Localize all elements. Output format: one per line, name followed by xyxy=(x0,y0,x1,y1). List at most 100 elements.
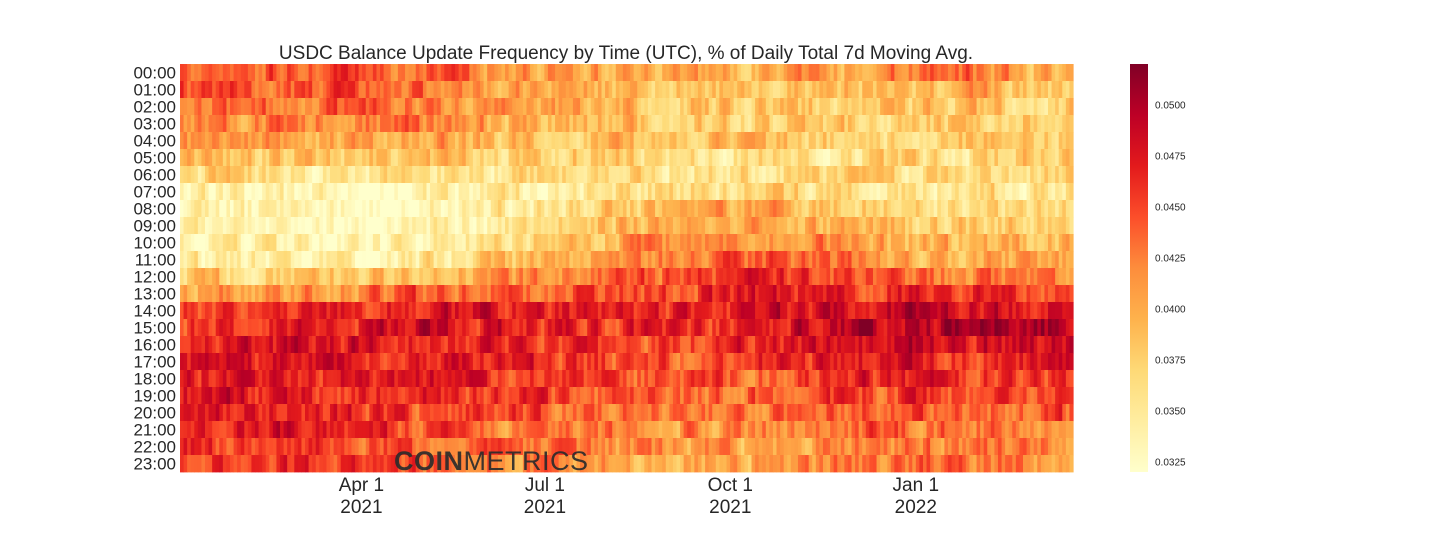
heatmap-cell xyxy=(844,268,849,286)
heatmap-cell xyxy=(1051,149,1056,167)
heatmap-cell xyxy=(933,234,938,252)
heatmap-cell xyxy=(901,98,906,116)
heatmap-cell xyxy=(569,149,574,167)
heatmap-cell xyxy=(776,336,781,354)
heatmap-cell xyxy=(965,319,971,337)
heatmap-cell xyxy=(251,234,256,252)
heatmap-cell xyxy=(1022,234,1028,252)
heatmap-cell xyxy=(962,200,967,218)
heatmap-cell xyxy=(276,183,281,201)
heatmap-cell xyxy=(412,302,417,320)
heatmap-cell xyxy=(597,149,603,167)
heatmap-cell xyxy=(576,200,581,218)
heatmap-cell xyxy=(483,387,488,405)
heatmap-cell xyxy=(1044,353,1049,371)
heatmap-cell xyxy=(376,64,381,82)
heatmap-cell xyxy=(226,217,231,235)
heatmap-cell xyxy=(326,234,331,252)
heatmap-cell xyxy=(897,98,903,116)
heatmap-cell xyxy=(190,336,195,354)
heatmap-cell xyxy=(226,268,231,286)
heatmap-cell xyxy=(630,268,635,286)
heatmap-cell xyxy=(1012,200,1017,218)
heatmap-cell xyxy=(472,132,478,150)
heatmap-cell xyxy=(983,98,988,116)
heatmap-cell xyxy=(651,302,656,320)
heatmap-cell xyxy=(355,149,360,167)
heatmap-cell xyxy=(472,387,478,405)
heatmap-cell xyxy=(705,387,710,405)
heatmap-cell xyxy=(787,166,792,184)
heatmap-cell xyxy=(947,217,953,235)
heatmap-cell xyxy=(387,115,392,133)
heatmap-cell xyxy=(740,234,745,252)
heatmap-cell xyxy=(490,387,495,405)
heatmap-cell xyxy=(297,81,303,99)
heatmap-cell xyxy=(401,251,406,269)
heatmap-cell xyxy=(940,183,946,201)
heatmap-cell xyxy=(587,98,592,116)
heatmap-cell xyxy=(658,370,663,388)
heatmap-cell xyxy=(1022,319,1028,337)
heatmap-cell xyxy=(755,81,760,99)
heatmap-cell xyxy=(355,268,360,286)
heatmap-cell xyxy=(465,336,470,354)
heatmap-cell xyxy=(865,387,870,405)
heatmap-cell xyxy=(372,285,378,303)
heatmap-cell xyxy=(887,353,892,371)
heatmap-cell xyxy=(387,285,392,303)
heatmap-cell xyxy=(272,234,278,252)
heatmap-cell xyxy=(465,81,470,99)
heatmap-cell xyxy=(1001,319,1006,337)
heatmap-cell xyxy=(865,115,870,133)
heatmap-cell xyxy=(769,370,774,388)
heatmap-cell xyxy=(340,370,345,388)
heatmap-cell xyxy=(233,234,238,252)
heatmap-cell xyxy=(819,302,824,320)
heatmap-cell xyxy=(230,217,235,235)
heatmap-cell xyxy=(980,234,985,252)
heatmap-cell xyxy=(794,370,799,388)
heatmap-cell xyxy=(755,370,760,388)
heatmap-cell xyxy=(237,217,242,235)
heatmap-cell xyxy=(537,217,542,235)
heatmap-cell xyxy=(444,200,449,218)
heatmap-cell xyxy=(962,64,967,82)
heatmap-cell xyxy=(580,353,585,371)
heatmap-cell xyxy=(497,98,503,116)
heatmap-cell xyxy=(547,98,553,116)
heatmap-cell xyxy=(601,302,606,320)
heatmap-cell xyxy=(719,268,724,286)
heatmap-cell xyxy=(801,285,806,303)
heatmap-cell xyxy=(305,251,310,269)
heatmap-cell xyxy=(647,115,653,133)
heatmap-cell xyxy=(362,149,367,167)
heatmap-cell xyxy=(769,149,774,167)
heatmap-cell xyxy=(726,387,731,405)
heatmap-cell xyxy=(251,64,256,82)
heatmap-cell xyxy=(690,268,695,286)
heatmap-cell xyxy=(876,302,881,320)
heatmap-cell xyxy=(680,319,685,337)
heatmap-cell xyxy=(819,251,824,269)
heatmap-cell xyxy=(1001,268,1006,286)
heatmap-cell xyxy=(1040,132,1046,150)
heatmap-cell xyxy=(955,353,960,371)
heatmap-cell xyxy=(647,234,653,252)
heatmap-cell xyxy=(590,183,595,201)
heatmap-cell xyxy=(469,64,474,82)
heatmap-cell xyxy=(394,115,399,133)
heatmap-cell xyxy=(976,183,981,201)
heatmap-cell xyxy=(783,234,788,252)
heatmap-cell xyxy=(297,98,303,116)
heatmap-cell xyxy=(808,285,813,303)
heatmap-cell xyxy=(1069,285,1074,303)
heatmap-cell xyxy=(1012,234,1017,252)
heatmap-cell xyxy=(183,98,188,116)
heatmap-cell xyxy=(269,149,274,167)
heatmap-cell xyxy=(719,64,724,82)
heatmap-cell xyxy=(333,217,338,235)
heatmap-cell xyxy=(315,132,320,150)
heatmap-cell xyxy=(612,166,617,184)
heatmap-cell xyxy=(840,336,845,354)
